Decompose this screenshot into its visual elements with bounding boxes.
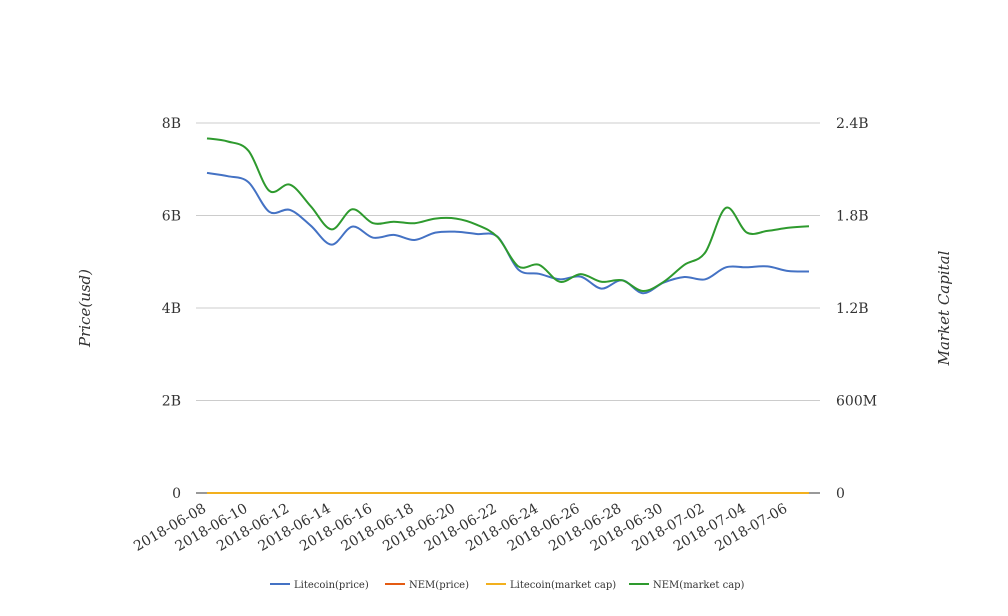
- series-lines: [206, 137, 810, 495]
- right-tick-label: 1.8B: [836, 209, 869, 225]
- legend-label: Litecoin(market cap): [510, 580, 616, 591]
- left-axis-title: Price(usd): [76, 269, 94, 348]
- right-tick-label: 0: [836, 486, 845, 502]
- legend-label: NEM(market cap): [653, 580, 745, 591]
- legend-label: Litecoin(price): [294, 580, 369, 591]
- right-tick-label: 1.2B: [836, 301, 869, 317]
- left-tick-label: 8B: [162, 116, 181, 132]
- legend-item: NEM(price): [385, 580, 469, 591]
- right-tick-label: 2.4B: [836, 116, 869, 132]
- right-axis-ticks: 0 600M 1.2B 1.8B 2.4B: [836, 116, 877, 502]
- legend-item: Litecoin(price): [270, 580, 369, 591]
- left-tick-label: 2B: [162, 394, 181, 410]
- left-axis-ticks: 0 2B 4B 6B 8B: [162, 116, 181, 502]
- left-tick-label: 0: [172, 486, 181, 502]
- series-line-nem-market-cap: [206, 137, 810, 292]
- legend-item: NEM(market cap): [629, 580, 745, 591]
- right-tick-label: 600M: [836, 394, 877, 410]
- legend-item: Litecoin(market cap): [486, 580, 616, 591]
- left-tick-label: 6B: [162, 209, 181, 225]
- legend: Litecoin(price) NEM(price) Litecoin(market…: [270, 580, 745, 591]
- gridlines: [196, 122, 820, 494]
- x-axis-ticks: 2018-06-082018-06-102018-06-122018-06-14…: [131, 501, 790, 555]
- left-tick-label: 4B: [162, 301, 181, 317]
- legend-label: NEM(price): [409, 580, 469, 591]
- right-axis-title: Market Capital: [935, 250, 953, 366]
